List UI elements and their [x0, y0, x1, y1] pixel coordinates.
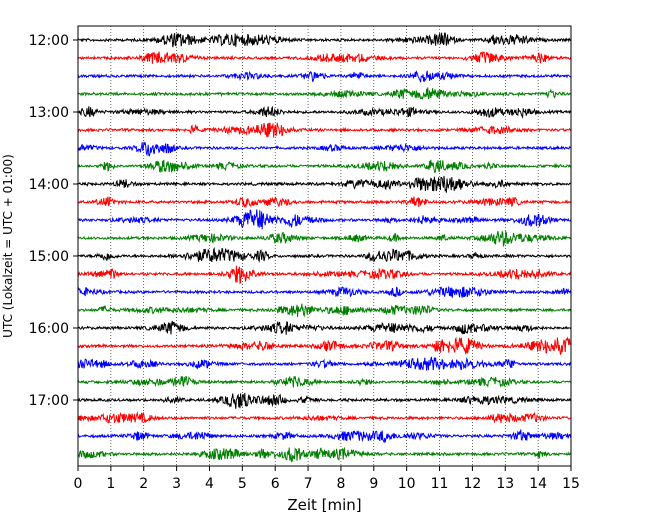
x-tick-label: 0: [74, 476, 83, 492]
seismogram-trace: [77, 70, 571, 83]
x-axis-label: Zeit [min]: [287, 496, 361, 514]
seismogram-trace: [77, 392, 572, 409]
y-tick-label: 17:00: [29, 393, 69, 409]
x-tick-label: 7: [304, 476, 313, 492]
x-tick-label: 9: [369, 476, 378, 492]
seismogram-trace: [77, 87, 571, 100]
seismogram-trace: [77, 209, 572, 230]
y-tick-label: 12:00: [29, 33, 69, 49]
y-tick-label: 16:00: [29, 321, 69, 337]
x-tick-label: 1: [106, 476, 115, 492]
seismogram-trace: [77, 411, 571, 424]
x-tick-label: 14: [529, 476, 547, 492]
x-tick-label: 10: [398, 476, 416, 492]
seismogram-trace: [77, 175, 571, 193]
seismogram-trace: [77, 122, 572, 138]
x-tick-label: 4: [205, 476, 214, 492]
x-tick-label: 2: [139, 476, 148, 492]
y-axis-label: UTC (Lokalzeit = UTC + 01:00): [1, 154, 15, 338]
x-tick-label: 15: [562, 476, 580, 492]
seismogram-trace: [77, 320, 571, 335]
seismogram-traces: [77, 32, 572, 463]
seismogram-trace: [77, 336, 571, 356]
plot-frame: [77, 25, 572, 467]
seismogram-trace: [77, 230, 571, 248]
y-tick-label: 14:00: [29, 177, 69, 193]
seismogram-trace: [77, 356, 572, 371]
seismogram-trace: [77, 286, 572, 298]
x-tick-label: 13: [496, 476, 514, 492]
x-tick-label: 12: [463, 476, 481, 492]
seismogram-trace: [77, 105, 572, 119]
x-tick-label: 5: [238, 476, 247, 492]
seismogram-trace: [77, 246, 572, 263]
seismogram-trace: [77, 375, 572, 388]
grid: [110, 26, 539, 466]
y-axis-ticks: 12:00 13:00 14:00 15:00 16:00 17:00: [29, 33, 78, 409]
seismogram-trace: [77, 32, 572, 48]
x-tick-label: 11: [431, 476, 449, 492]
seismogram-trace: [77, 159, 572, 174]
x-tick-label: 6: [271, 476, 280, 492]
seismogram-trace: [77, 196, 572, 208]
x-tick-label: 3: [172, 476, 181, 492]
seismogram-trace: [77, 446, 572, 463]
x-axis-ticks: 0 1 2 3 4 5 6 7 8 9 10 11 12 13 14 15: [74, 466, 580, 492]
seismogram-trace: [77, 51, 572, 64]
seismogram-trace: [77, 303, 572, 318]
seismogram-trace: [77, 429, 572, 444]
y-tick-label: 13:00: [29, 105, 69, 121]
x-tick-label: 8: [336, 476, 345, 492]
seismogram-trace: [77, 265, 572, 285]
seismogram-trace: [77, 141, 571, 157]
y-tick-label: 15:00: [29, 249, 69, 265]
